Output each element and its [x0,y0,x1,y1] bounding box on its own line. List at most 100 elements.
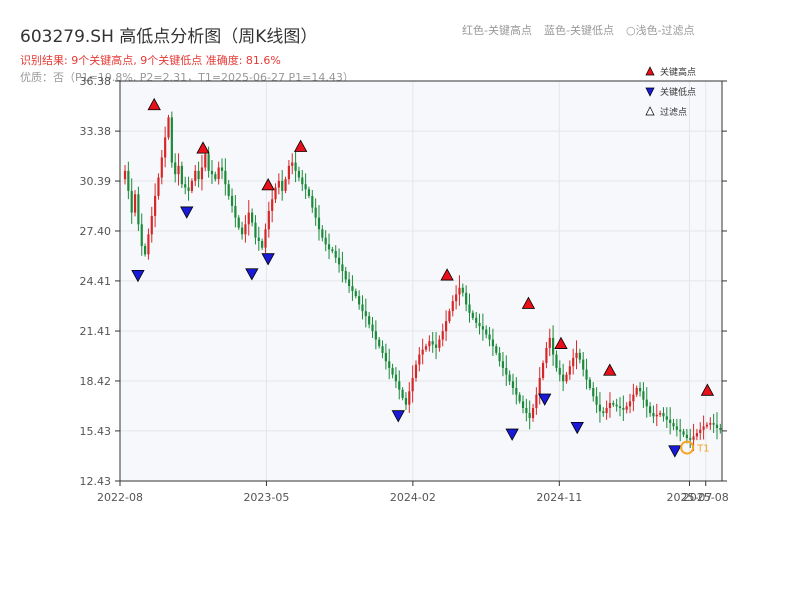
candle-body [251,212,254,223]
candle-body [344,271,347,280]
candle-body [451,301,454,312]
candle-body [334,251,337,258]
candle-body [709,423,712,425]
candle-body [170,117,173,163]
candle-body [645,399,648,407]
candle-body [618,406,622,409]
header-legend: 红色-关键高点 蓝色-关键低点 ○浅色-过滤点 [462,22,695,38]
candle-body [341,264,344,272]
candle-body [655,414,658,417]
y-tick-label: 12.43 [80,475,112,488]
candle-body [465,292,468,305]
candle-body [381,346,384,353]
candle-body [271,199,274,211]
candle-body [160,157,163,178]
candle-body [565,374,568,382]
candle-body [127,170,130,191]
candle-body [528,413,531,419]
y-tick-label: 18.42 [80,375,112,388]
candle-body [638,387,642,392]
candle-body [418,354,421,365]
candle-body [588,379,591,388]
candle-body [240,227,244,235]
candle-body [675,426,678,430]
candle-body [354,291,357,297]
candle-body [421,349,424,355]
candle-body [719,428,722,430]
candle-body [143,246,147,255]
candle-body [518,394,521,402]
candle-body [207,154,210,171]
candle-body [685,434,688,439]
candle-body [632,394,635,402]
candle-body [398,381,401,390]
candle-body [317,217,321,230]
t1-label: T1 [696,444,709,455]
y-tick-label: 33.38 [80,125,112,138]
candle-body [194,170,197,181]
candle-body [404,397,408,405]
candle-body [254,222,257,238]
candle-body [505,367,508,375]
candle-body [274,187,277,200]
key-low-marker [245,268,259,281]
candle-body [461,287,464,293]
key-high-marker [261,178,275,191]
candle-body [214,174,217,180]
candle-body [511,381,515,388]
candle-body [605,408,608,414]
candle-body [217,167,220,180]
candle-body [548,337,551,348]
candle-body [498,352,501,362]
candle-body [401,389,404,398]
candle-body [133,194,137,213]
candle-body [501,361,505,368]
key-high-marker [293,139,308,152]
candle-body [384,352,387,362]
candle-body [689,438,692,440]
analysis-summary: 识别结果: 9个关键高点, 9个关键低点 准确度: 81.6% [20,54,281,67]
candle-body [535,394,538,409]
candle-body [538,377,541,395]
legend-filtered-icon [645,106,655,116]
candle-body [555,354,558,368]
candle-body [481,326,484,330]
candle-body [327,244,331,250]
candle-body [347,279,351,287]
candle-body [715,424,719,429]
candle-body [227,184,230,196]
candle-body [598,404,602,412]
candle-body [508,374,511,382]
candle-body [531,408,535,419]
y-tick-label: 24.41 [80,275,112,288]
candle-body [602,411,605,414]
candle-body [568,366,571,375]
candle-body [358,296,361,305]
candle-body [150,215,153,235]
t1-marker [680,440,695,455]
candle-body [394,374,398,382]
key-high-marker [700,383,715,396]
candle-body [324,237,327,245]
candle-body [552,337,555,355]
candle-body [558,367,561,375]
candle-body [237,217,240,228]
candle-body [491,339,495,347]
candle-body [378,339,381,347]
candle-body [485,329,488,335]
candle-body [475,317,478,323]
candle-body [615,404,618,407]
x-tick-label: 2025-08 [683,491,729,504]
candle-body [414,364,418,378]
legend-high-icon [645,66,655,76]
candle-body [304,184,307,190]
y-tick-label: 21.41 [80,325,112,338]
candle-body [438,339,441,348]
candle-body [174,162,177,175]
candle-body [364,311,367,317]
candle-body [264,229,267,248]
candle-body [388,361,391,368]
x-tick-label: 2024-02 [390,491,436,504]
candle-body [575,352,578,358]
